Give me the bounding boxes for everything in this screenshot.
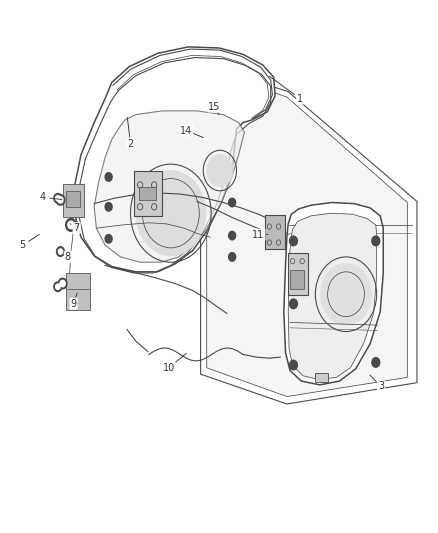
Text: 7: 7 <box>74 223 80 233</box>
Polygon shape <box>94 111 244 262</box>
Circle shape <box>321 263 371 325</box>
Circle shape <box>105 203 112 211</box>
Polygon shape <box>288 213 377 379</box>
Polygon shape <box>207 69 407 397</box>
Circle shape <box>290 299 297 309</box>
FancyBboxPatch shape <box>66 191 80 207</box>
Polygon shape <box>201 63 417 404</box>
FancyBboxPatch shape <box>134 171 162 216</box>
Polygon shape <box>284 203 383 385</box>
Circle shape <box>56 284 60 289</box>
Circle shape <box>372 358 380 367</box>
Text: 4: 4 <box>40 192 46 202</box>
Circle shape <box>54 193 62 203</box>
Circle shape <box>290 360 297 370</box>
Circle shape <box>60 280 65 287</box>
FancyBboxPatch shape <box>139 187 156 200</box>
Text: 11: 11 <box>252 230 265 239</box>
Text: 1: 1 <box>297 94 303 103</box>
Text: 3: 3 <box>378 382 384 391</box>
Circle shape <box>229 198 236 207</box>
Text: 9: 9 <box>71 299 77 309</box>
Circle shape <box>68 221 74 229</box>
Circle shape <box>57 247 64 256</box>
FancyBboxPatch shape <box>66 273 90 310</box>
Circle shape <box>229 253 236 261</box>
Circle shape <box>58 249 63 254</box>
Polygon shape <box>74 47 275 272</box>
Circle shape <box>56 196 60 201</box>
Circle shape <box>207 155 233 187</box>
Text: 8: 8 <box>65 252 71 262</box>
Text: 15: 15 <box>208 102 221 111</box>
Text: 14: 14 <box>180 126 192 135</box>
Circle shape <box>66 219 76 231</box>
Circle shape <box>229 231 236 240</box>
Circle shape <box>136 171 206 256</box>
Text: 5: 5 <box>20 240 26 250</box>
Circle shape <box>54 282 62 292</box>
FancyBboxPatch shape <box>288 253 308 295</box>
Text: 2: 2 <box>127 139 134 149</box>
FancyBboxPatch shape <box>265 215 285 249</box>
Circle shape <box>105 235 112 243</box>
Circle shape <box>58 197 63 203</box>
FancyBboxPatch shape <box>290 270 304 289</box>
Circle shape <box>56 195 65 205</box>
Circle shape <box>105 173 112 181</box>
Circle shape <box>372 236 380 246</box>
FancyBboxPatch shape <box>63 184 84 217</box>
Circle shape <box>290 236 297 246</box>
Text: 10: 10 <box>162 363 175 373</box>
Circle shape <box>58 278 67 289</box>
FancyBboxPatch shape <box>315 373 328 382</box>
